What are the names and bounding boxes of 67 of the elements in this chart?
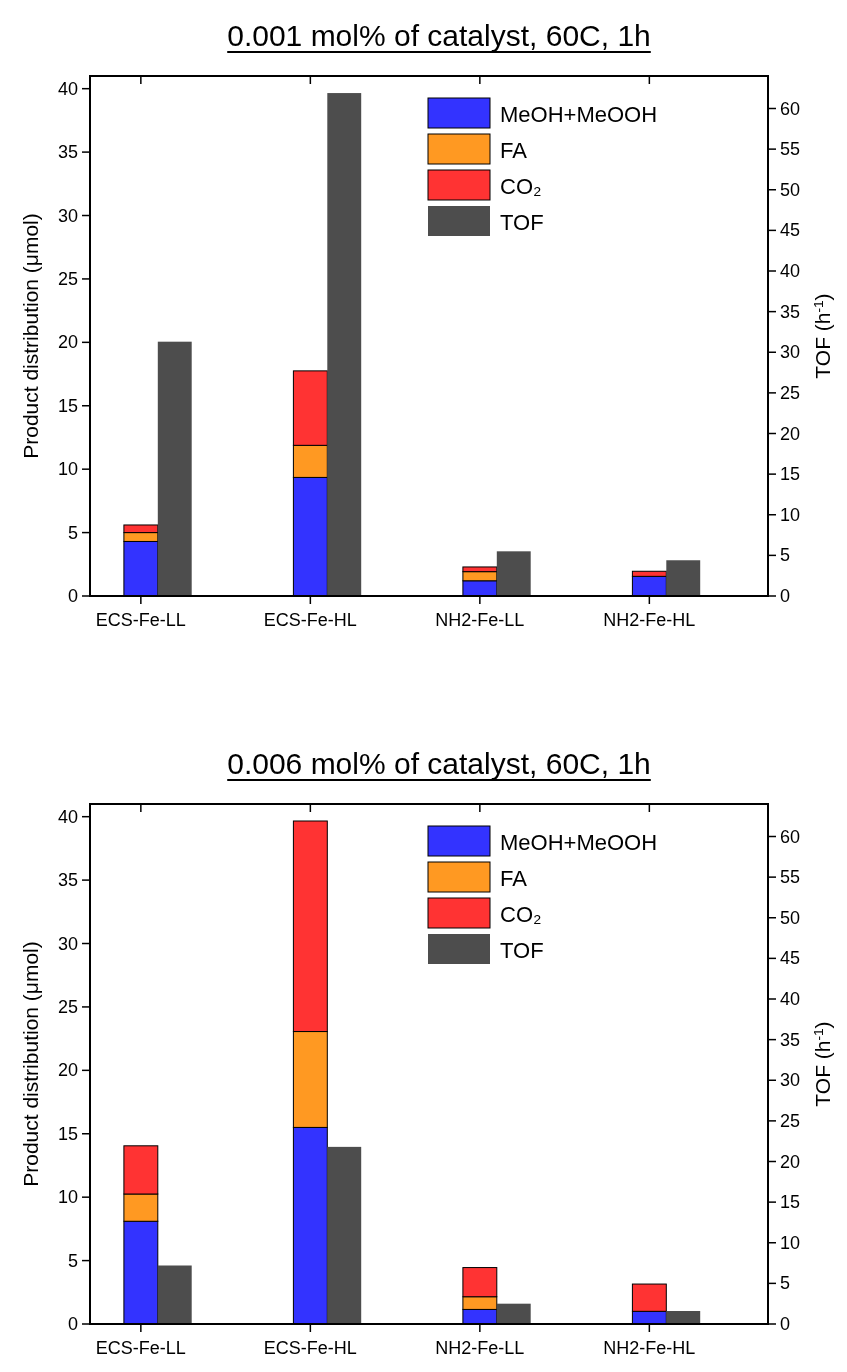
y2-tick-label: 30 (780, 342, 801, 363)
y-tick-label: 15 (57, 395, 78, 416)
y2-tick-label: 15 (780, 464, 801, 485)
y2-tick-label: 30 (780, 1070, 801, 1091)
y-tick-label: 35 (57, 142, 78, 163)
y2-tick-label: 45 (780, 220, 801, 241)
x-tick-label: ECS-Fe-LL (95, 1338, 186, 1358)
y2-tick-label: 60 (780, 98, 801, 119)
y-tick-label: 40 (57, 78, 78, 99)
x-tick-label: ECS-Fe-LL (95, 610, 186, 630)
y2-tick-label: 25 (780, 1110, 801, 1131)
y2-tick-label: 55 (780, 867, 801, 888)
x-tick-label: NH2-Fe-HL (603, 1338, 696, 1358)
y-axis-title: Product distribution (μmol) (19, 941, 42, 1187)
y-tick-label: 20 (57, 332, 78, 353)
legend-label: MeOH+MeOOH (500, 830, 658, 855)
chart-title: 0.006 mol% of catalyst, 60C, 1h (227, 747, 651, 780)
y2-tick-label: 60 (780, 826, 801, 847)
bar (157, 341, 192, 596)
y2-tick-label: 10 (780, 1232, 801, 1253)
y-tick-label: 0 (67, 586, 78, 606)
x-tick-label: ECS-Fe-HL (263, 610, 357, 630)
y2-tick-label: 15 (780, 1192, 801, 1213)
y2-tick-label: 50 (780, 179, 801, 200)
y-tick-label: 10 (57, 1187, 78, 1208)
legend-label: FA (500, 138, 528, 163)
y2-tick-label: 10 (780, 504, 801, 525)
y-tick-label: 15 (57, 1123, 78, 1144)
y-tick-label: 0 (67, 1314, 78, 1334)
y2-tick-label: 5 (780, 545, 791, 566)
y-tick-label: 25 (57, 268, 78, 289)
y-axis-title: Product distribution (μmol) (19, 213, 42, 459)
y-tick-label: 10 (57, 459, 78, 480)
x-tick-label: ECS-Fe-HL (263, 1338, 357, 1358)
bar (496, 551, 531, 596)
y2-tick-label: 0 (780, 1314, 791, 1334)
legend-label: TOF (500, 210, 544, 235)
y-tick-label: 40 (57, 806, 78, 827)
y2-tick-label: 0 (780, 586, 791, 606)
y-tick-label: 20 (57, 1060, 78, 1081)
bar (327, 93, 362, 596)
x-tick-label: NH2-Fe-LL (435, 1338, 525, 1358)
y-tick-label: 30 (57, 933, 78, 954)
y-tick-label: 30 (57, 205, 78, 226)
legend-label: CO₂ (500, 174, 542, 199)
y2-tick-label: 45 (780, 948, 801, 969)
legend-label: MeOH+MeOOH (500, 102, 658, 127)
legend-label: FA (500, 866, 528, 891)
y2-tick-label: 35 (780, 1029, 801, 1050)
legend-label: TOF (500, 938, 544, 963)
y2-tick-label: 55 (780, 139, 801, 160)
y-tick-label: 5 (67, 1250, 78, 1271)
y2-tick-label: 40 (780, 989, 801, 1009)
x-tick-label: NH2-Fe-HL (603, 610, 696, 630)
legend-label: CO₂ (500, 902, 542, 927)
y2-tick-label: 50 (780, 907, 801, 928)
y2-tick-label: 35 (780, 301, 801, 322)
y-tick-label: 35 (57, 870, 78, 891)
chart-title: 0.001 mol% of catalyst, 60C, 1h (227, 19, 651, 52)
y2-tick-label: 40 (780, 261, 801, 281)
y-tick-label: 5 (67, 522, 78, 543)
y-tick-label: 25 (57, 996, 78, 1017)
y2-tick-label: 20 (780, 423, 801, 444)
y2-tick-label: 25 (780, 382, 801, 403)
y2-tick-label: 5 (780, 1273, 791, 1294)
x-tick-label: NH2-Fe-LL (435, 610, 525, 630)
y2-tick-label: 20 (780, 1151, 801, 1172)
